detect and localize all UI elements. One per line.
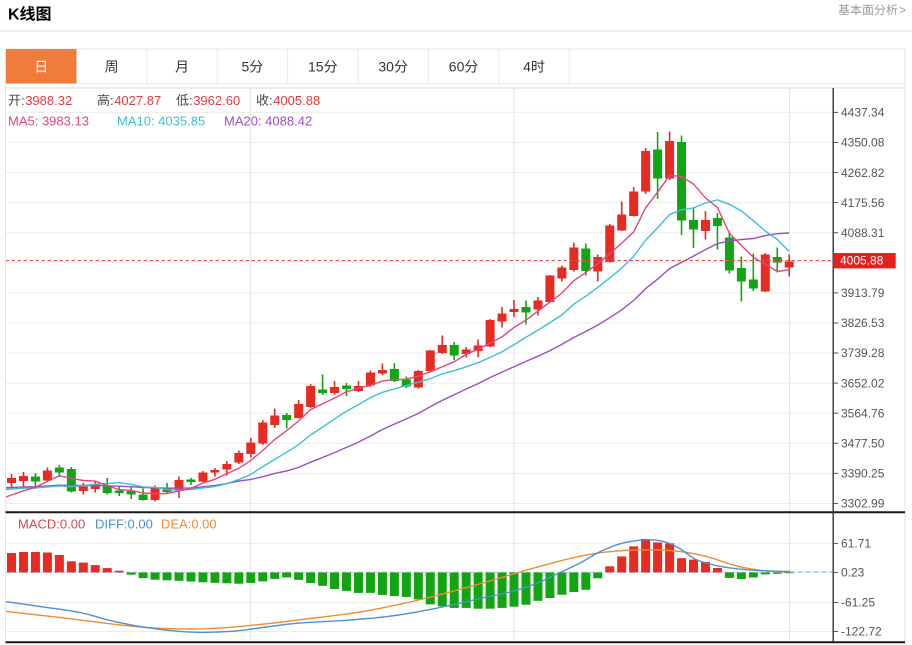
svg-text:4005.88: 4005.88	[840, 254, 884, 268]
svg-text:DIFF:0.00: DIFF:0.00	[95, 516, 153, 531]
svg-text:MA20: 4088.42: MA20: 4088.42	[224, 113, 312, 128]
svg-text:30: 30	[378, 59, 394, 75]
svg-text:4088.31: 4088.31	[841, 226, 885, 240]
svg-text:4027.87: 4027.87	[114, 93, 161, 108]
svg-text:3988.32: 3988.32	[25, 93, 72, 108]
svg-text:3739.28: 3739.28	[841, 346, 885, 360]
svg-text:4437.34: 4437.34	[841, 106, 885, 120]
svg-text::: :	[269, 93, 273, 108]
svg-text:3962.60: 3962.60	[193, 93, 240, 108]
svg-text:3564.76: 3564.76	[841, 406, 885, 420]
svg-text:4262.82: 4262.82	[841, 166, 885, 180]
svg-text:MACD:0.00: MACD:0.00	[18, 516, 85, 531]
svg-text:4175.56: 4175.56	[841, 196, 885, 210]
svg-text:DEA:0.00: DEA:0.00	[161, 516, 217, 531]
svg-text:3302.99: 3302.99	[841, 497, 885, 511]
svg-text:-61.25: -61.25	[841, 596, 875, 610]
svg-text:4: 4	[523, 59, 531, 75]
svg-text:4350.08: 4350.08	[841, 136, 885, 150]
svg-text:60: 60	[449, 59, 465, 75]
svg-text:0.23: 0.23	[841, 566, 865, 580]
svg-text:5: 5	[242, 59, 250, 75]
svg-text:3913.79: 3913.79	[841, 286, 885, 300]
svg-text:MA10: 4035.85: MA10: 4035.85	[117, 113, 205, 128]
svg-text:3477.50: 3477.50	[841, 437, 885, 451]
svg-text:3390.25: 3390.25	[841, 467, 885, 481]
svg-text::: :	[110, 93, 114, 108]
svg-text::: :	[21, 93, 25, 108]
svg-text:15: 15	[308, 59, 324, 75]
svg-text:61.71: 61.71	[841, 537, 871, 551]
svg-text:-122.72: -122.72	[841, 625, 882, 639]
svg-text::: :	[189, 93, 193, 108]
svg-text:4005.88: 4005.88	[273, 93, 320, 108]
svg-text:3826.53: 3826.53	[841, 316, 885, 330]
svg-text:>: >	[899, 3, 906, 17]
svg-text:MA5: 3983.13: MA5: 3983.13	[8, 113, 89, 128]
svg-text:K: K	[8, 7, 20, 24]
svg-text:3652.02: 3652.02	[841, 376, 885, 390]
